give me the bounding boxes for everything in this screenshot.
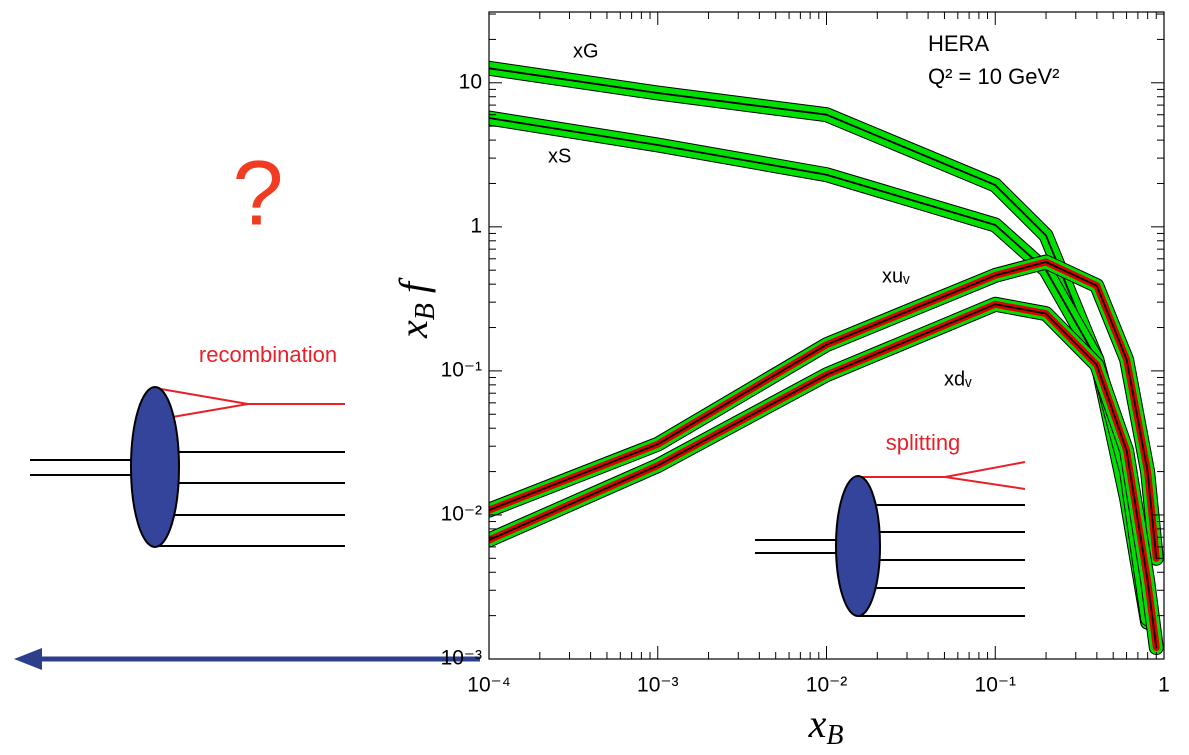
x-label-base: x (808, 701, 827, 746)
uncertainty-band (489, 111, 1155, 626)
y-tick-label: 10⁻³ (441, 647, 482, 670)
y-tick-label: 10⁻¹ (441, 358, 482, 381)
y-label-sub: B (410, 303, 441, 320)
splitting-diagram (755, 461, 1026, 617)
series-label: xdᵥ (944, 368, 972, 390)
question-mark: ? (232, 142, 283, 244)
annotation: Q² = 10 GeV² (928, 64, 1059, 89)
x-tick-label: 10⁻⁴ (467, 674, 510, 697)
annotation: recombination (199, 342, 337, 367)
uncertainty-band (489, 254, 1164, 566)
series-label: xG (573, 40, 599, 62)
x-tick-label: 10⁻² (806, 674, 847, 697)
x-label-sub: B (826, 720, 843, 751)
plot-area (489, 60, 1164, 656)
y-tick-label: 10 (459, 70, 482, 93)
annotation: splitting (886, 430, 961, 455)
uncertainty-band (489, 110, 1156, 627)
recombination-diagram (30, 386, 345, 548)
x-tick-label: 10⁻¹ (975, 674, 1016, 697)
uncertainty-core (489, 258, 1160, 562)
x-tick-label: 10⁻³ (637, 674, 678, 697)
y-tick-label: 10⁻² (441, 502, 482, 525)
pdf-line (489, 117, 1149, 620)
series-label: xS (548, 145, 571, 167)
pdf-line (489, 303, 1158, 649)
y-label-base: x (391, 320, 436, 339)
x-tick-label: 1 (1158, 674, 1170, 697)
y-tick-label: 1 (470, 214, 482, 237)
y-axis-label: xBf (391, 277, 441, 339)
x-axis-label: xB (808, 701, 844, 751)
direction-arrow (14, 648, 480, 670)
y-label-tail: f (391, 277, 436, 293)
annotation: HERA (928, 31, 989, 56)
pdf-line (489, 261, 1158, 560)
uncertainty-band (489, 255, 1163, 565)
series-label: xuᵥ (882, 265, 910, 287)
